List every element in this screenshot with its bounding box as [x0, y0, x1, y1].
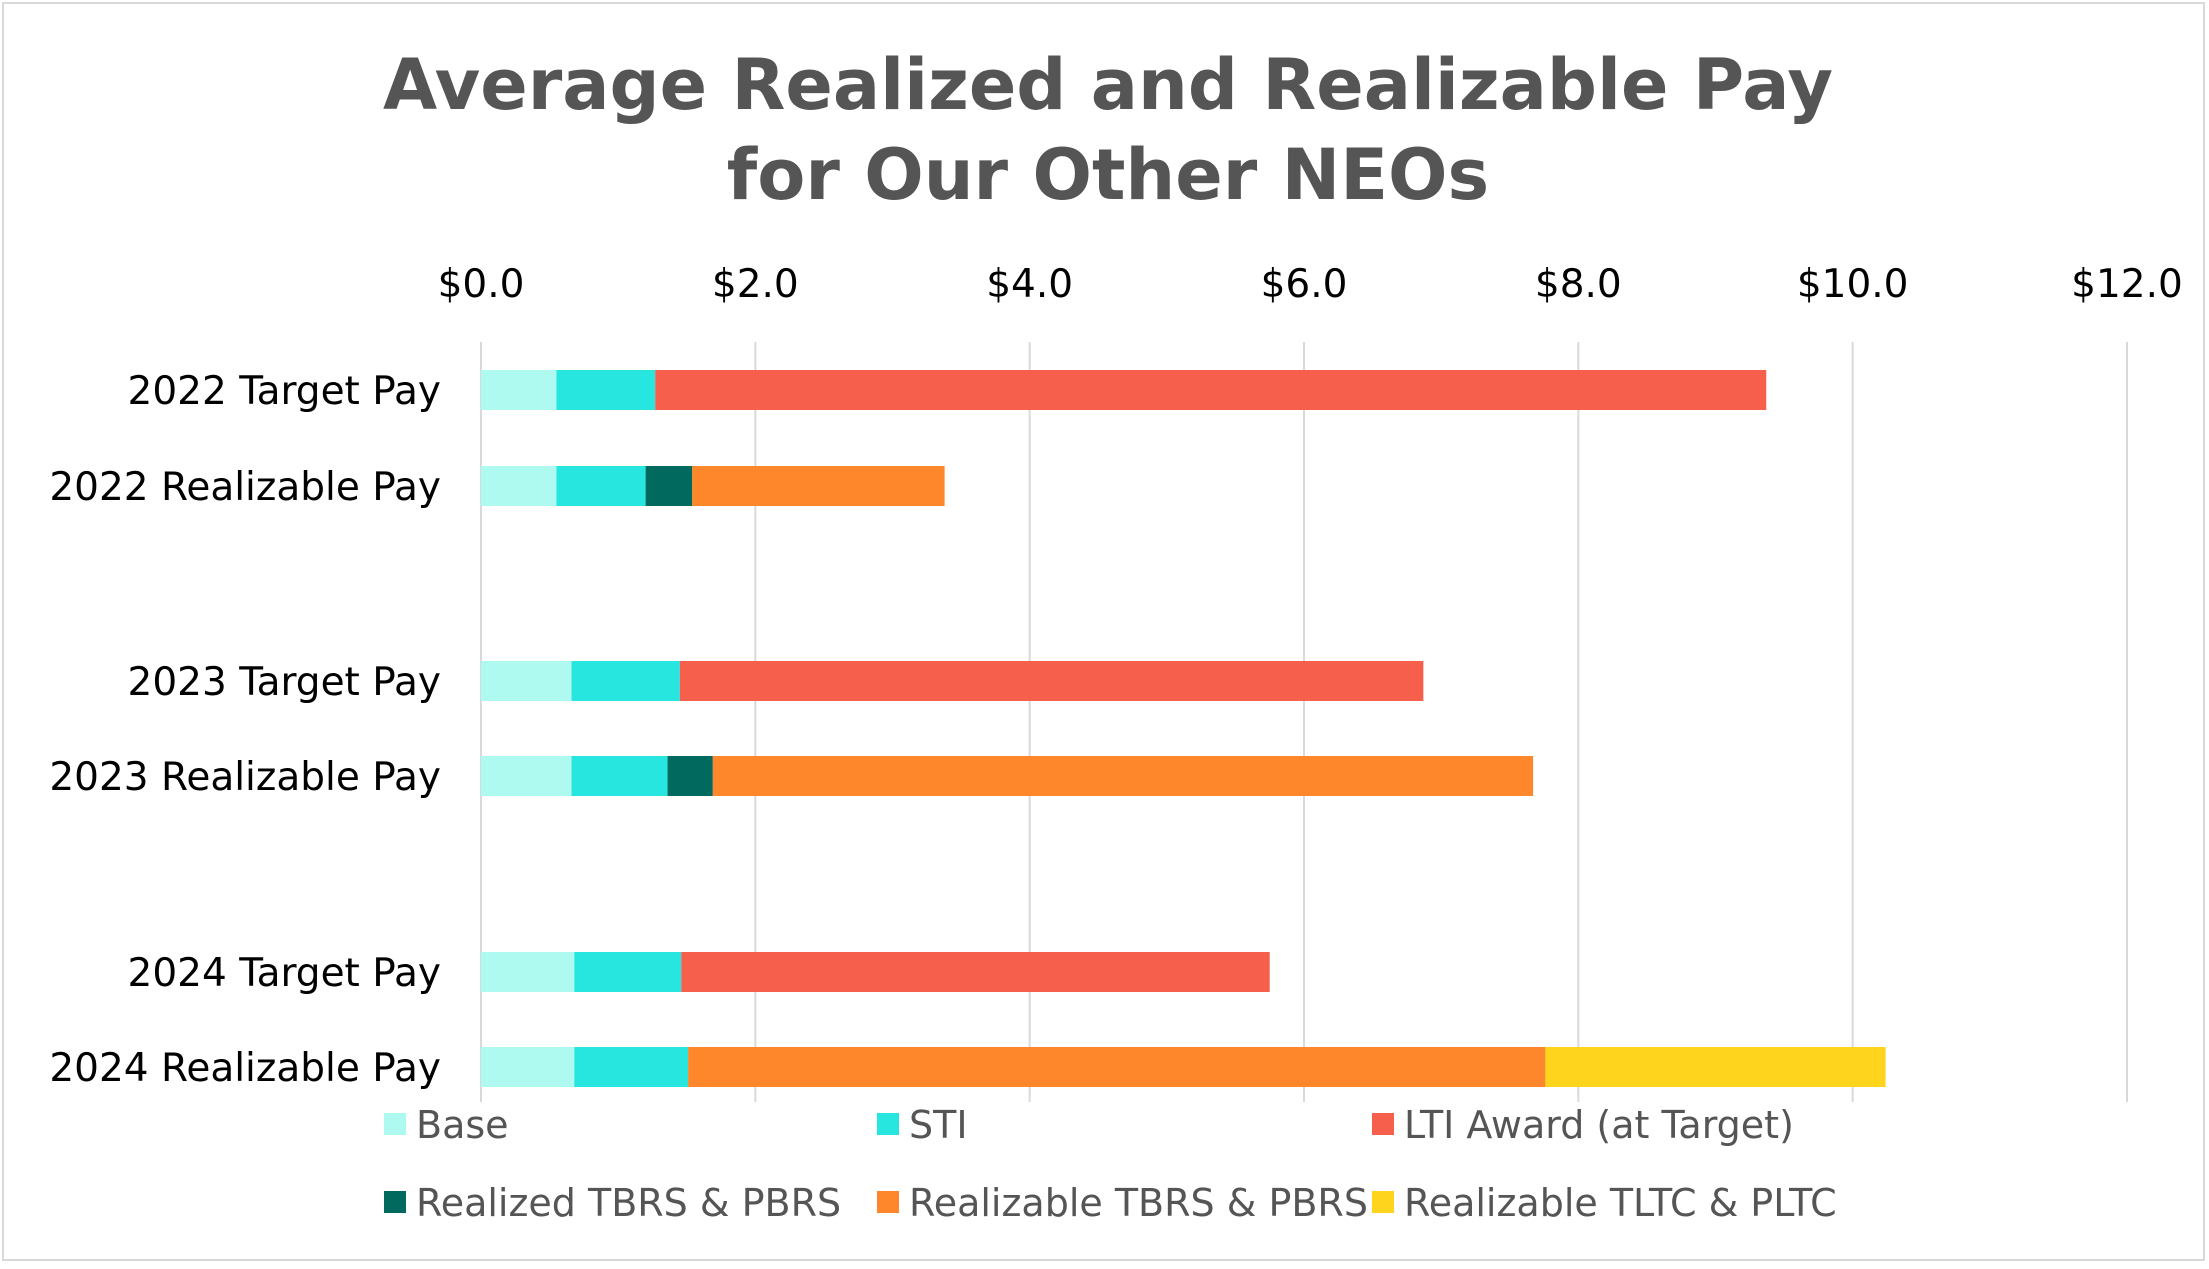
bar-segment [667, 756, 713, 796]
bar-segment [692, 466, 945, 506]
legend-label: Base [416, 1103, 509, 1147]
x-axis-ticks: $0.0 $2.0 $4.0 $6.0 $8.0 $10.0 $12.0 [438, 262, 2183, 307]
x-tick-label: $2.0 [712, 262, 799, 307]
x-tick-label: $6.0 [1261, 262, 1348, 307]
legend: Base STI LTI Award (at Target) Realized TBR… [384, 1103, 1837, 1225]
category-label: 2023 Target Pay [128, 660, 441, 705]
category-labels: 2022 Target Pay 2022 Realizable Pay 2023 T… [49, 369, 441, 1091]
bar-segment [645, 466, 693, 506]
legend-swatch [1372, 1113, 1394, 1135]
x-tick-label: $10.0 [1797, 262, 1909, 307]
bar-segment [481, 661, 572, 701]
bar-segment [1545, 1047, 1886, 1087]
stacked-bar-chart: Average Realized and Realizable Pay for … [49, 44, 2183, 1225]
legend-swatch [384, 1113, 406, 1135]
category-label: 2024 Target Pay [128, 951, 441, 996]
bar-segment [481, 952, 575, 992]
chart-title-line-1: Average Realized and Realizable Pay [383, 44, 1833, 126]
bar-segment [556, 370, 656, 410]
x-tick-label: $4.0 [986, 262, 1073, 307]
legend-label: Realizable TBRS & PBRS [909, 1181, 1368, 1225]
bar-segment [574, 952, 682, 992]
legend-swatch [877, 1113, 899, 1135]
legend-label: Realizable TLTC & PLTC [1404, 1181, 1837, 1225]
bar-segment [481, 1047, 575, 1087]
bar-segment [481, 756, 572, 796]
legend-swatch [384, 1191, 406, 1213]
category-label: 2022 Realizable Pay [49, 465, 441, 510]
category-label: 2022 Target Pay [128, 369, 441, 414]
legend-swatch [877, 1191, 899, 1213]
chart-title-line-2: for Our Other NEOs [727, 134, 1489, 216]
x-tick-label: $8.0 [1535, 262, 1622, 307]
bar-segment [571, 756, 668, 796]
category-label: 2023 Realizable Pay [49, 755, 441, 800]
x-tick-label: $0.0 [438, 262, 525, 307]
x-tick-label: $12.0 [2071, 262, 2183, 307]
bar-segment [556, 466, 646, 506]
legend-swatch [1372, 1191, 1394, 1213]
bar-segment [688, 1047, 1546, 1087]
bar-segment [571, 661, 680, 701]
bar-segment [481, 466, 557, 506]
bars [481, 370, 1886, 1087]
bar-segment [679, 661, 1424, 701]
bar-segment [481, 370, 557, 410]
bar-segment [681, 952, 1270, 992]
bar-segment [655, 370, 1767, 410]
bar-segment [712, 756, 1534, 796]
bar-segment [574, 1047, 689, 1087]
legend-label: Realized TBRS & PBRS [416, 1181, 841, 1225]
category-label: 2024 Realizable Pay [49, 1046, 441, 1091]
legend-label: STI [909, 1103, 968, 1147]
legend-label: LTI Award (at Target) [1404, 1103, 1794, 1147]
